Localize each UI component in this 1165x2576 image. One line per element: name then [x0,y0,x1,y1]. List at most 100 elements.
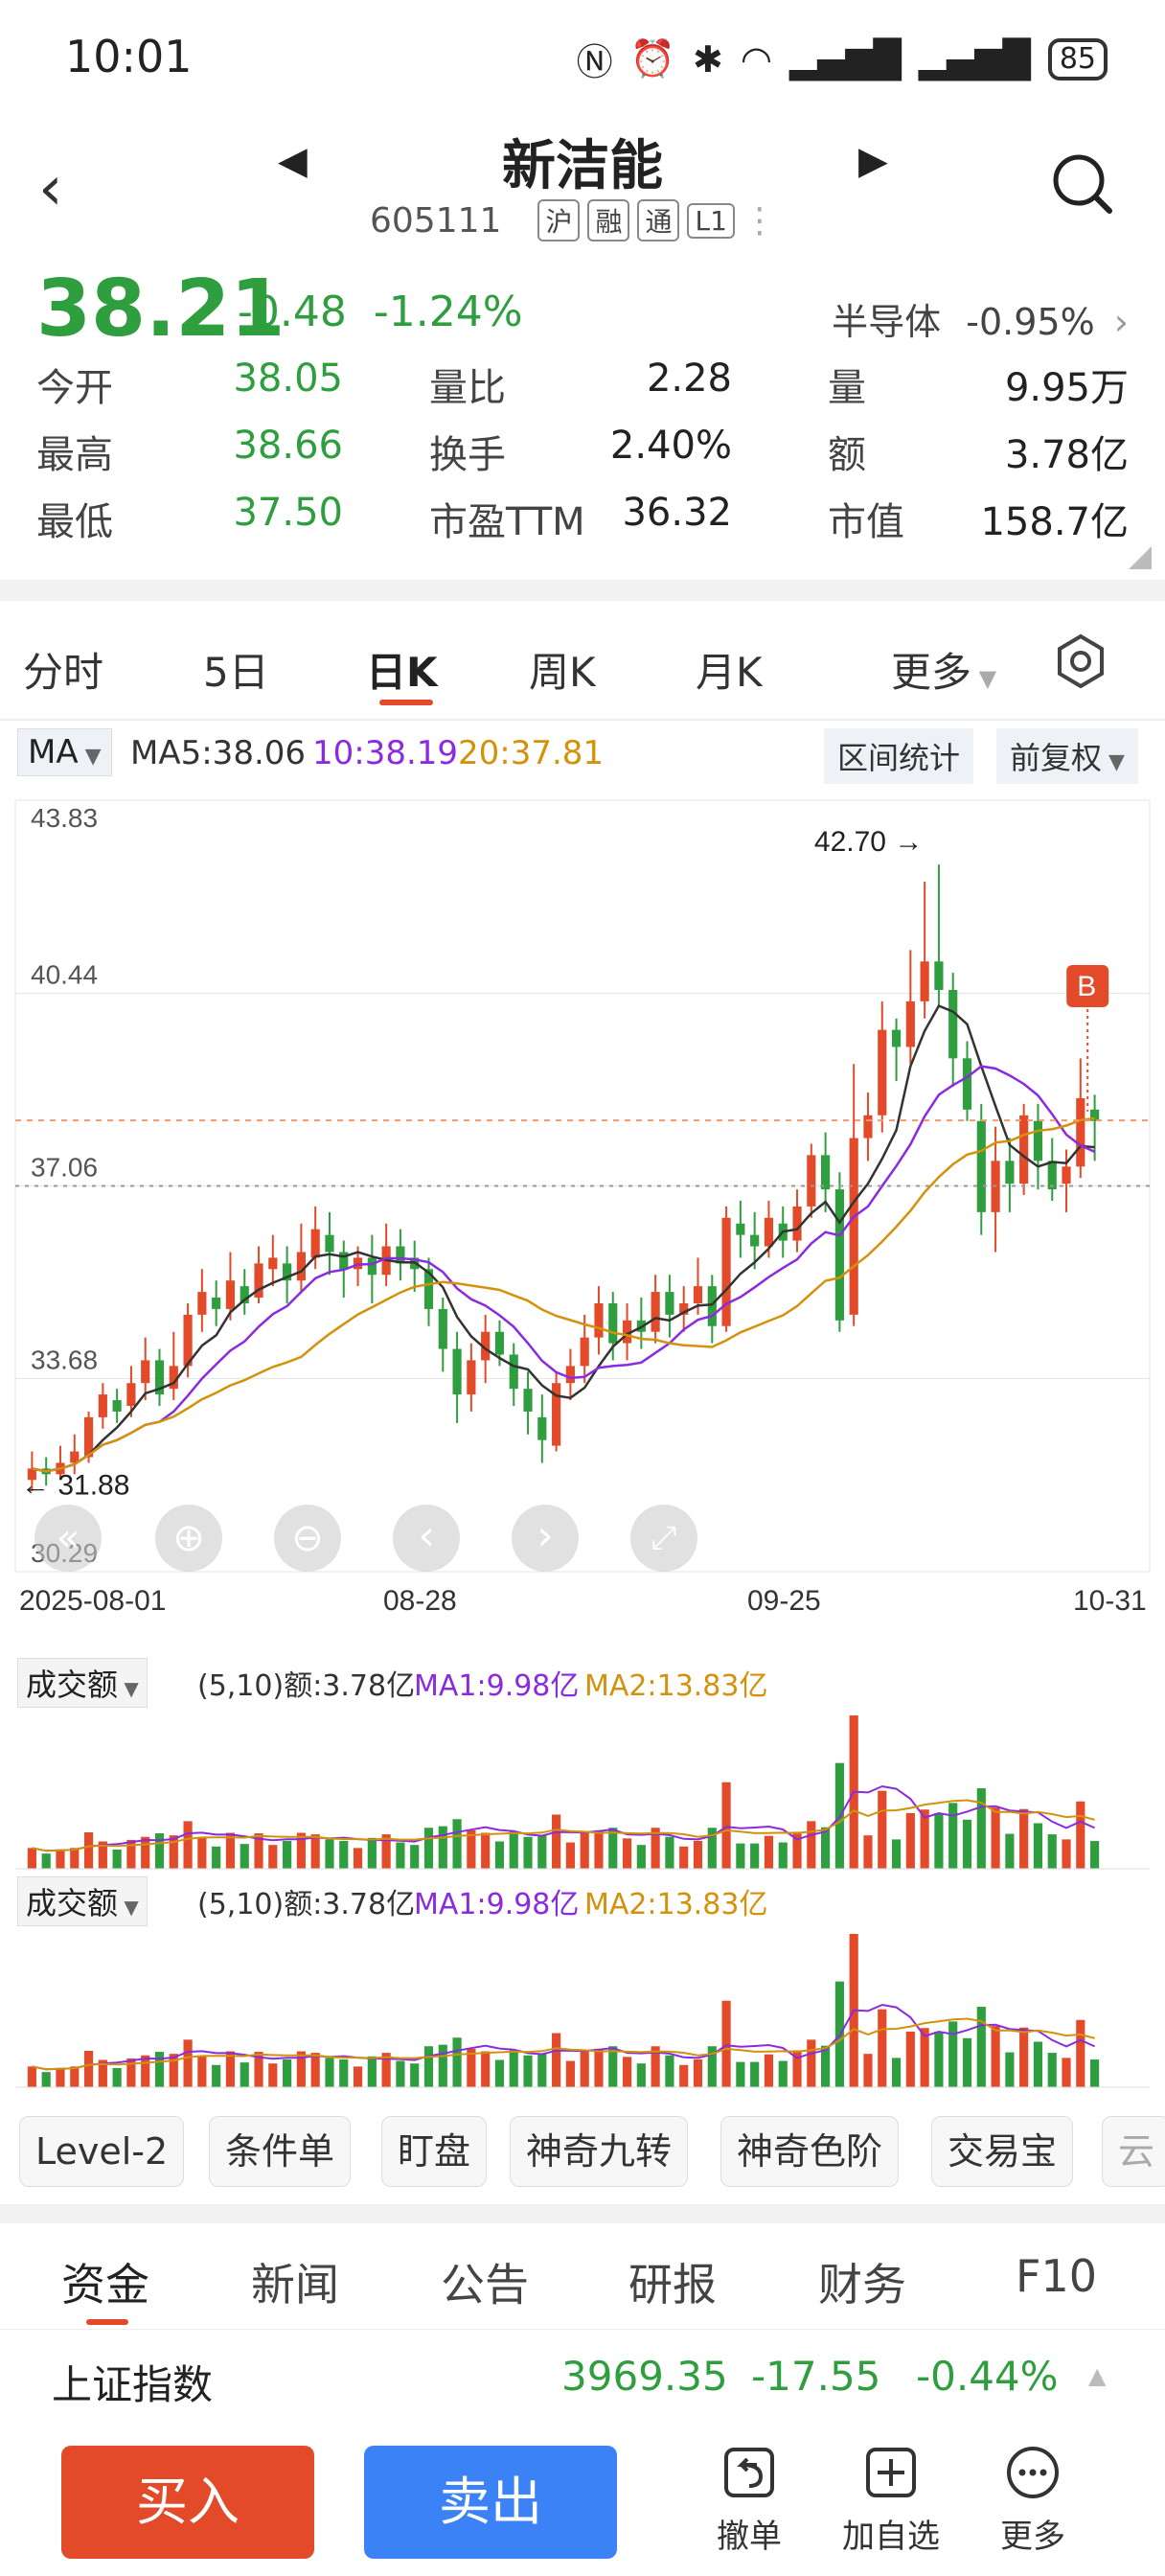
kline-chart[interactable]: 43.8340.4437.0633.6830.292025-08-0108-28… [0,781,1165,1615]
volume-bar [381,1834,391,1869]
stat-label: 市盈TTM [429,500,585,544]
sector-link[interactable]: 半导体 -0.95% › [832,292,1129,345]
x-tick-label: 09-25 [747,1585,821,1615]
volume-bar [240,2062,249,2087]
tab-research[interactable]: 研报 [628,2259,717,2311]
bluetooth-icon: ✱ [692,37,723,80]
y-tick-label: 37.06 [31,1153,98,1183]
candle-body [552,1383,561,1446]
volume-bar [212,2064,221,2087]
volume-bar [183,1821,193,1869]
sector-name: 半导体 [832,301,942,343]
stat-value: 158.7亿 [980,500,1129,544]
search-icon[interactable] [1050,151,1115,220]
volume-bar [878,2009,887,2087]
buy-button[interactable]: 买入 [61,2446,314,2559]
stat-value: 2.28 [646,356,732,401]
ma20-line [32,1116,1095,1473]
stat-label: 最高 [36,433,113,477]
volume-bar [1005,1833,1015,1869]
volume-bar [112,2067,122,2087]
cancel-order-button[interactable]: 撤单 [682,2444,816,2557]
volume-bar [1090,1841,1100,1869]
chip-level2[interactable]: Level-2 [19,2116,185,2187]
volume-bar [367,1837,377,1869]
candle-body [325,1234,334,1253]
index-ticker[interactable]: 上证指数 3969.35 -17.55 -0.44% ▲ [0,2329,1165,2426]
volume-bar [721,2000,731,2087]
stat-label: 今开 [36,366,113,410]
tab-weekly-k[interactable]: 周K [529,649,596,696]
volume-bar [254,1833,263,1869]
volume-selector-2[interactable]: 成交额 ▼ [17,1876,148,1926]
pan-left-icon[interactable]: ‹ [393,1505,460,1572]
volume-bar [438,2044,447,2087]
volume-bar [438,1826,447,1869]
tab-monthly-k[interactable]: 月K [696,649,763,696]
candle-body [254,1263,263,1299]
pan-right-icon[interactable]: › [512,1505,579,1572]
add-watchlist-button[interactable]: 加自选 [824,2444,958,2557]
tab-daily-k[interactable]: 日K [366,649,438,696]
volume-bar [636,1845,646,1869]
alarm-icon: ⏰ [629,37,675,80]
ma10-line [32,1065,1096,1473]
tab-announcements[interactable]: 公告 [441,2259,529,2311]
volume-bar [750,1843,760,1869]
tab-intraday[interactable]: 分时 [23,649,104,696]
fullscreen-icon[interactable]: ⤢ [630,1505,697,1572]
volume-ma10-line [32,2017,1095,2071]
chip-cloud[interactable]: 云 [1102,2116,1165,2187]
tag-level: L1 [687,202,735,239]
volume-selector-1[interactable]: 成交额 ▼ [17,1658,148,1708]
volume-bar [622,1838,632,1869]
stat-label: 最低 [36,500,113,544]
zoom-in-icon[interactable]: ⊕ [155,1505,222,1572]
stat-value: 37.50 [233,491,343,535]
volume-bar [268,2063,278,2087]
rewind-icon[interactable]: « [34,1505,102,1572]
prev-stock-icon[interactable]: ◀ [278,139,308,183]
expand-up-icon[interactable]: ▲ [1088,2362,1107,2389]
volume-bar [197,2055,207,2087]
stat-label: 额 [828,433,866,477]
candle-body [481,1331,491,1361]
volume-bar [381,2053,391,2087]
back-icon[interactable]: ‹ [38,153,63,224]
volume-bar [608,2046,618,2087]
adjust-selector[interactable]: 前复权 ▼ [996,728,1138,784]
stat-value: 2.40% [609,424,732,468]
zoom-out-icon[interactable]: ⊖ [274,1505,341,1572]
volume-bar [56,1849,65,1869]
index-value: 3969.35 [561,2353,728,2400]
volume-bar [920,1809,929,1869]
more-dots-icon[interactable]: ⋮ [742,200,777,241]
chip-magic-color[interactable]: 神奇色阶 [720,2116,900,2187]
more-button[interactable]: 更多 [966,2444,1100,2557]
chip-trade-treasure[interactable]: 交易宝 [931,2116,1074,2187]
tag-sh: 沪 [537,199,581,242]
sell-button[interactable]: 卖出 [364,2446,617,2559]
settings-icon[interactable] [1052,632,1109,694]
tab-finance[interactable]: 财务 [818,2259,906,2311]
chip-condition-order[interactable]: 条件单 [209,2116,352,2187]
signal-icon: ▂▄▆█ [789,37,902,80]
tab-news[interactable]: 新闻 [251,2259,339,2311]
chip-magic-nine[interactable]: 神奇九转 [510,2116,689,2187]
tab-f10[interactable]: F10 [1016,2250,1097,2302]
volume-bar [807,2039,816,2087]
volume-bar [141,1836,150,1869]
tab-more[interactable]: 更多 ▼ [891,640,996,699]
tab-5day[interactable]: 5日 [203,649,269,696]
next-stock-icon[interactable]: ▶ [858,139,888,183]
expand-corner-icon[interactable] [1129,546,1152,569]
volume-bars-2 [15,1934,1150,2088]
tab-capital[interactable]: 资金 [61,2259,149,2311]
candle-body [296,1252,306,1281]
volume-ma5-line [32,1784,1096,1852]
range-stats-button[interactable]: 区间统计 [824,728,974,784]
candle-body [509,1354,518,1390]
candle-body [764,1217,774,1247]
chip-watch[interactable]: 盯盘 [381,2116,488,2187]
ma-selector[interactable]: MA ▼ [17,728,112,776]
